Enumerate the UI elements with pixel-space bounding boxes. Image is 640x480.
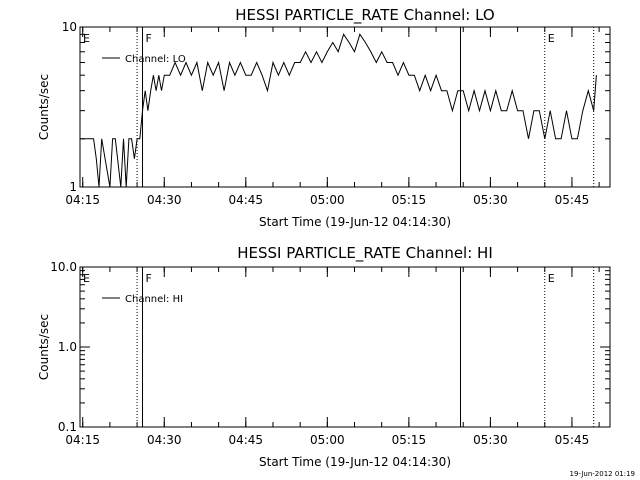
y-tick-label: 1.0 [58, 340, 77, 354]
chart-panel-hi: HESSI PARTICLE_RATE Channel: HI 04:15 04:3… [37, 244, 611, 469]
y-axis-label: Counts/sec [37, 314, 51, 380]
x-tick-label: 05:45 [555, 433, 590, 447]
x-tick-label: 04:30 [147, 193, 182, 207]
x-tick-label: 05:15 [392, 193, 427, 207]
event-marker-label: F [146, 272, 152, 285]
x-tick-label: 04:45 [228, 193, 263, 207]
x-tick-label: 04:15 [65, 433, 100, 447]
footer-timestamp: 19-Jun-2012 01:19 [570, 470, 636, 478]
event-marker-label: E [83, 272, 90, 285]
x-tick-label: 05:45 [555, 193, 590, 207]
legend-entry: Channel: LO [125, 54, 186, 65]
chart-panels: HESSI PARTICLE_RATE Channel: LO 04:15 04:3… [37, 6, 611, 469]
event-marker-label: F [146, 32, 152, 45]
x-tick-label: 05:15 [392, 433, 427, 447]
x-tick-label: 05:30 [473, 433, 508, 447]
y-tick-label: 1 [69, 180, 77, 194]
x-tick-label: 05:00 [310, 193, 345, 207]
chart-panel-lo: HESSI PARTICLE_RATE Channel: LO 04:15 04:3… [37, 6, 611, 229]
event-marker-label: E [548, 32, 555, 45]
chart-title: HESSI PARTICLE_RATE Channel: HI [237, 244, 493, 263]
x-axis-label: Start Time (19-Jun-12 04:14:30) [259, 455, 451, 469]
y-tick-label: 10 [62, 20, 77, 34]
x-tick-label: 04:15 [65, 193, 100, 207]
event-marker-label: E [548, 272, 555, 285]
y-tick-label: 0.1 [58, 420, 77, 434]
y-tick-label: 10.0 [50, 260, 77, 274]
chart-title: HESSI PARTICLE_RATE Channel: LO [235, 6, 494, 25]
y-axis-label: Counts/sec [37, 74, 51, 140]
x-tick-label: 05:30 [473, 193, 508, 207]
event-marker-label: E [83, 32, 90, 45]
x-tick-label: 04:30 [147, 433, 182, 447]
plot-frame [79, 26, 611, 188]
series-line [80, 33, 597, 188]
legend-entry: Channel: HI [125, 294, 183, 305]
x-tick-label: 04:45 [228, 433, 263, 447]
x-axis-label: Start Time (19-Jun-12 04:14:30) [259, 215, 451, 229]
x-tick-label: 05:00 [310, 433, 345, 447]
